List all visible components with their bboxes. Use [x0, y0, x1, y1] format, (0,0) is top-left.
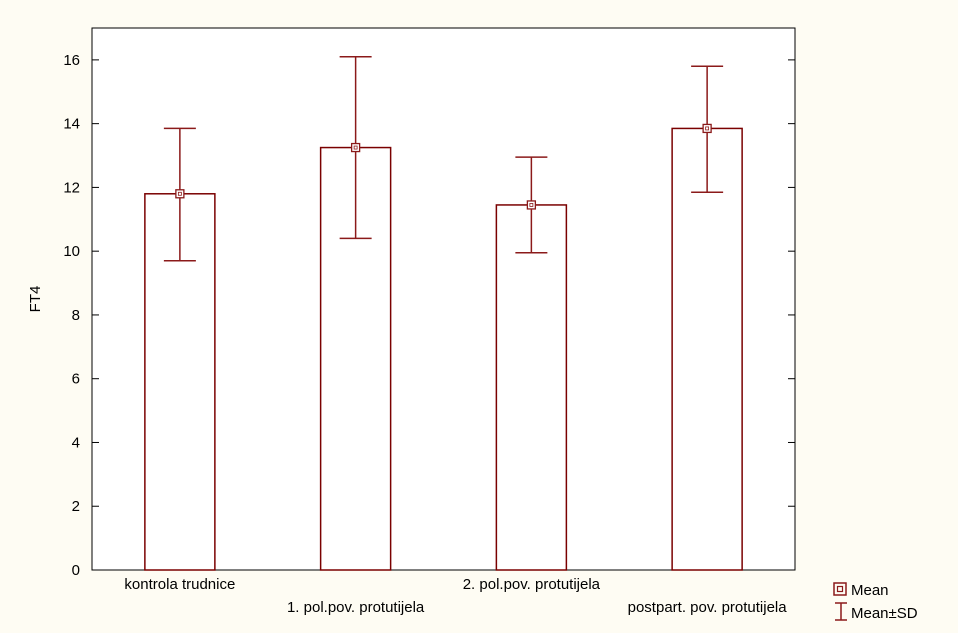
- y-tick-label: 14: [63, 116, 80, 133]
- mean-marker: [175, 189, 185, 199]
- y-tick-label: 12: [63, 179, 80, 196]
- y-axis-ticks: 0 2 4 6 8 10 12 14 16: [63, 52, 795, 579]
- square-marker-inner-icon: [836, 585, 844, 593]
- x-tick-label: 1. pol.pov. protutijela: [287, 599, 425, 616]
- mean-marker-inner: [705, 126, 710, 131]
- x-tick-label: 2. pol.pov. protutijela: [463, 576, 601, 593]
- mean-marker: [350, 142, 361, 153]
- legend-label-sd: Mean±SD: [851, 605, 918, 622]
- y-axis-label: FT4: [27, 286, 44, 313]
- mean-markers: [175, 123, 712, 210]
- mean-marker-inner: [177, 191, 182, 196]
- y-tick-label: 10: [63, 243, 80, 260]
- legend-item-sd: Mean±SD: [835, 602, 918, 622]
- mean-marker-inner: [353, 145, 358, 150]
- y-tick-label: 6: [72, 371, 80, 388]
- x-tick-label: kontrola trudnice: [124, 576, 235, 593]
- y-tick-label: 16: [63, 52, 80, 69]
- mean-marker: [702, 123, 712, 134]
- y-tick-label: 4: [72, 434, 80, 451]
- y-tick-label: 0: [72, 562, 80, 579]
- x-tick-label: postpart. pov. protutijela: [628, 599, 788, 616]
- mean-marker-inner: [529, 203, 534, 207]
- legend: Mean Mean±SD: [833, 582, 918, 622]
- plot-area: [91, 27, 796, 571]
- legend-label-mean: Mean: [851, 582, 889, 599]
- y-tick-label: 2: [72, 498, 80, 515]
- x-axis-labels: kontrola trudnice 1. pol.pov. protutijela…: [124, 576, 787, 616]
- square-marker-icon: [833, 582, 847, 596]
- mean-marker: [526, 200, 537, 210]
- y-tick-label: 8: [72, 307, 80, 324]
- legend-item-mean: Mean: [833, 582, 889, 599]
